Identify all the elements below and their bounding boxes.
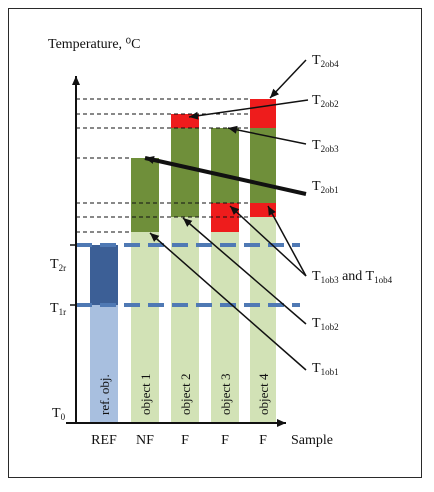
bar-object-2-middle (171, 128, 199, 217)
bar-object-3-upper (211, 128, 239, 203)
label-t1ob3-and-t1ob4: T1ob3 and T1ob4 (312, 269, 393, 285)
label-t0: T0 (52, 406, 66, 422)
bar-label-object-3: object 3 (218, 373, 233, 415)
bar-object-1-lower (131, 232, 159, 423)
category-nf: NF (136, 433, 154, 448)
arrow-t2ob1 (144, 156, 307, 196)
category-f-2: F (181, 433, 189, 448)
bar-label-object-2: object 2 (178, 373, 193, 415)
annotation-arrows (144, 59, 309, 371)
label-t2ob4: T2ob4 (312, 53, 339, 69)
category-f-4: F (259, 433, 267, 448)
bar-object-4 (250, 99, 276, 423)
category-f-3: F (221, 433, 229, 448)
right-labels: T2ob4 T2ob2 T2ob3 T2ob1 T1ob3 and T1ob4 … (312, 53, 393, 377)
arrow-t2ob4 (269, 59, 307, 99)
bar-object-3 (211, 128, 239, 423)
x-axis-title: Sample (291, 433, 333, 448)
arrow-t2ob3 (227, 125, 307, 145)
bar-object-2 (171, 114, 199, 423)
bar-object-4-middle (250, 128, 276, 203)
label-t1ob2: T1ob2 (312, 316, 339, 332)
bar-object-2-lower (171, 217, 199, 423)
arrow-t1ob4 (267, 205, 307, 277)
bar-label-object-4: object 4 (256, 373, 271, 415)
arrow-t1ob3 (229, 205, 307, 277)
bar-object-4-lower (250, 217, 276, 423)
bar-labels: ref. obj. object 1 object 2 object 3 obj… (97, 373, 271, 415)
bar-object-1 (131, 158, 159, 423)
bar-ref-lower (90, 305, 118, 423)
label-t2ob3: T2ob3 (312, 138, 339, 154)
arrow-t1ob1 (149, 232, 307, 371)
arrow-t1ob2 (182, 217, 307, 325)
label-t2ob1: T2ob1 (312, 179, 339, 195)
bar-ref-upper (90, 245, 118, 305)
y-axis-title: Temperature, ⁰C (48, 37, 140, 52)
label-t1r: T1r (50, 301, 66, 317)
arrow-t2ob2 (188, 99, 309, 120)
bar-object-4-red-top (250, 99, 276, 128)
reference-lines (76, 98, 250, 233)
bar-ref (90, 245, 118, 423)
category-ref: REF (91, 433, 117, 448)
label-t2r: T2r (50, 257, 66, 273)
category-labels: REF NF F F F (91, 433, 267, 448)
bar-object-3-lower (211, 232, 239, 423)
bar-label-ref: ref. obj. (97, 374, 112, 415)
bar-object-1-upper (131, 158, 159, 232)
bar-label-object-1: object 1 (138, 373, 153, 415)
label-t1ob1: T1ob1 (312, 361, 339, 377)
label-t2ob2: T2ob2 (312, 93, 339, 109)
